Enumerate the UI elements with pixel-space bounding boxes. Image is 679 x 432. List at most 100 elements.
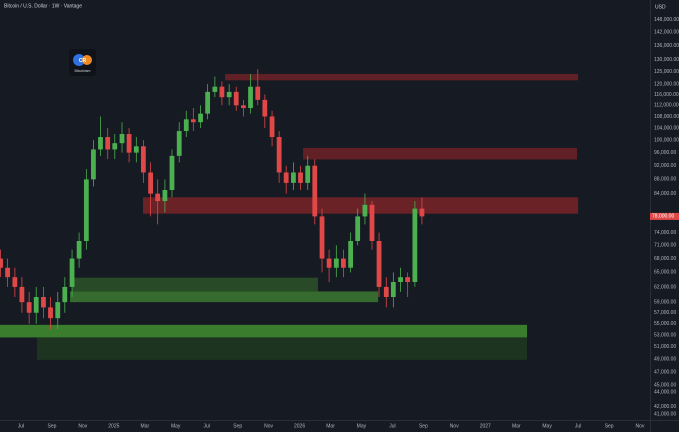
watermark: CR Bitcoinism: [69, 49, 96, 76]
candle-body: [348, 240, 354, 268]
candle-body: [340, 258, 346, 268]
y-tick-label: 74,000.00: [654, 230, 676, 236]
candle-body: [55, 302, 61, 319]
candle-body: [333, 258, 339, 268]
zone: [225, 74, 579, 81]
y-tick-label: 55,000.00: [654, 321, 676, 327]
candle-body: [312, 165, 318, 217]
candle-body: [398, 277, 403, 283]
y-tick-label: 45,000.00: [654, 383, 676, 389]
candle-body: [291, 172, 296, 183]
candle-body: [226, 91, 232, 98]
candle-body: [355, 216, 361, 241]
y-tick-label: 142,000.00: [654, 30, 679, 36]
candle-body: [262, 99, 268, 117]
x-tick-label: Nov: [450, 423, 459, 429]
zones: [0, 74, 579, 360]
y-tick-label: 42,000.00: [654, 404, 676, 410]
logo-circle: [73, 54, 85, 66]
currency-label: USD: [655, 4, 666, 10]
candle-body: [155, 193, 161, 202]
candle-body: [362, 204, 368, 217]
candle-body: [298, 172, 303, 183]
y-tick-label: 44,000.00: [654, 390, 676, 396]
x-tick-label: Sep: [48, 423, 57, 429]
candle-body: [198, 113, 203, 123]
x-tick-label: May: [171, 423, 181, 429]
candle-body: [205, 91, 211, 114]
last-price-label: 78,000.00: [652, 214, 674, 220]
x-tick-label: Nov: [636, 423, 645, 429]
logo-circle: [82, 55, 92, 65]
y-tick-label: 62,000.00: [654, 284, 676, 290]
y-tick-label: 100,000.00: [654, 137, 679, 143]
candle-body: [112, 143, 118, 150]
x-tick-label: Jul: [18, 423, 24, 429]
x-tick-label: 2027: [480, 423, 491, 429]
candle-body: [248, 86, 253, 109]
logo-mark: CR: [79, 58, 87, 64]
y-tick-label: 92,000.00: [654, 163, 676, 169]
candle-body: [119, 134, 125, 144]
candle-body: [241, 105, 246, 109]
x-tick-label: Sep: [419, 423, 428, 429]
x-tick-label: 2025: [108, 423, 119, 429]
candle-body: [48, 307, 53, 319]
candle-body: [140, 146, 146, 173]
x-tick-label: May: [357, 423, 367, 429]
x-tick-label: Jul: [575, 423, 581, 429]
candle-body: [148, 172, 154, 194]
candle-body: [269, 116, 275, 138]
y-tick-label: 125,000.00: [654, 69, 679, 75]
x-tick-label: May: [542, 423, 552, 429]
candle-body: [91, 149, 96, 180]
zone: [36, 337, 528, 360]
candle-body: [212, 86, 218, 92]
y-tick-label: 116,000.00: [654, 92, 679, 98]
y-tick-label: 130,000.00: [654, 57, 679, 63]
candle-body: [326, 258, 332, 268]
x-tick-label: 2026: [294, 423, 305, 429]
candle-body: [176, 131, 182, 156]
candle-body: [276, 137, 282, 173]
logo-name: Bitcoinism: [75, 69, 91, 73]
candle-body: [0, 258, 3, 268]
candle-body: [190, 119, 196, 123]
candles: [0, 69, 425, 330]
zone: [0, 324, 528, 338]
zone: [303, 147, 578, 160]
x-tick-label: Sep: [605, 423, 614, 429]
candle-body: [19, 286, 25, 303]
x-tick-label: Jul: [203, 423, 209, 429]
y-tick-label: 84,000.00: [654, 191, 676, 197]
candle-body: [41, 296, 46, 308]
last-price-tag: [650, 212, 679, 220]
candle-body: [412, 208, 418, 283]
candle-body: [62, 286, 68, 303]
y-tick-label: 65,000.00: [654, 270, 676, 276]
candle-body: [219, 86, 225, 98]
candle-body: [405, 277, 411, 283]
candle-body: [105, 137, 111, 150]
candle-body: [162, 190, 168, 202]
candle-body: [69, 258, 75, 287]
candle-body: [133, 146, 139, 153]
y-tick-label: 104,000.00: [654, 125, 679, 131]
candle-body: [233, 91, 239, 106]
y-tick-label: 88,000.00: [654, 177, 676, 183]
y-tick-label: 108,000.00: [654, 114, 679, 120]
x-tick-label: Nov: [78, 423, 87, 429]
candle-body: [12, 277, 18, 287]
candle-body: [376, 240, 382, 287]
x-tick-label: Nov: [264, 423, 273, 429]
x-tick-label: Mar: [326, 423, 335, 429]
candle-body: [305, 165, 311, 183]
y-tick-label: 59,000.00: [654, 299, 676, 305]
y-tick-label: 57,000.00: [654, 310, 676, 316]
candle-body: [369, 204, 375, 241]
y-tick-label: 49,000.00: [654, 357, 676, 363]
y-tick-label: 120,000.00: [654, 81, 679, 87]
zone: [70, 291, 379, 303]
candle-body: [319, 216, 325, 259]
